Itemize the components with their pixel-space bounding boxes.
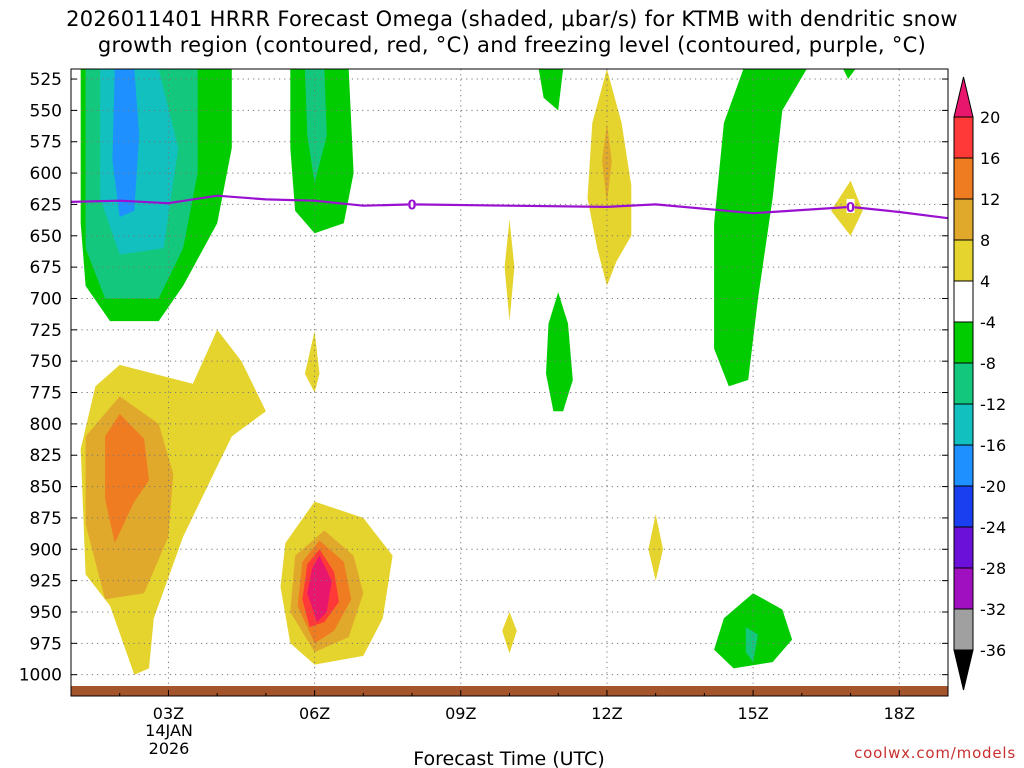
omega-lt-minus8-06z bbox=[304, 69, 327, 184]
omega-gt-4-06z-upper bbox=[304, 331, 320, 393]
y-tick-label-625: 625 bbox=[30, 195, 62, 215]
colorbar-bottom-arrow bbox=[953, 649, 974, 691]
colorbar-swatch-9 bbox=[953, 444, 974, 487]
y-tick-label-975: 975 bbox=[30, 634, 62, 654]
colorbar-swatch-8 bbox=[953, 403, 974, 446]
y-tick-label-550: 550 bbox=[30, 101, 62, 121]
chart-title-line-2: growth region (contoured, red, °C) and f… bbox=[97, 33, 927, 57]
y-tick-label-825: 825 bbox=[30, 446, 62, 466]
colorbar-label--28: -28 bbox=[980, 559, 1006, 578]
watermark: coolwx.com/models bbox=[854, 744, 1016, 762]
omega-shading-layer bbox=[80, 69, 863, 675]
y-tick-label-1000: 1000 bbox=[19, 666, 62, 686]
freezing-label-bg-0 bbox=[408, 196, 417, 211]
y-tick-label-775: 775 bbox=[30, 384, 62, 404]
freezing-level-label-1: 0 bbox=[846, 201, 855, 216]
y-tick-label-725: 725 bbox=[30, 321, 62, 341]
colorbar-label-16: 16 bbox=[980, 149, 1000, 168]
colorbar-label--4: -4 bbox=[980, 313, 996, 332]
colorbar-swatch-1 bbox=[953, 116, 974, 159]
y-tick-label-600: 600 bbox=[30, 164, 62, 184]
colorbar-swatch-10 bbox=[953, 485, 974, 528]
chart-title-line-1: 2026011401 HRRR Forecast Omega (shaded, … bbox=[66, 7, 958, 31]
y-tick-label-925: 925 bbox=[30, 572, 62, 592]
x-axis-label: Forecast Time (UTC) bbox=[413, 748, 604, 768]
date-label-line-1: 14JAN bbox=[145, 721, 193, 740]
colorbar-label--12: -12 bbox=[980, 395, 1006, 414]
y-tick-label-950: 950 bbox=[30, 603, 62, 623]
y-tick-label-750: 750 bbox=[30, 352, 62, 372]
y-axis: 525 550 575 600 625 650 675 700 725 750 775 800 825 8… bbox=[19, 70, 948, 686]
colorbar-label--36: -36 bbox=[980, 641, 1006, 660]
y-tick-label-900: 900 bbox=[30, 540, 62, 560]
colorbar-swatch-6 bbox=[953, 321, 974, 364]
omega-gt-12-lower-left bbox=[105, 413, 149, 543]
x-tick-label-18Z: 18Z bbox=[884, 704, 915, 723]
colorbar-swatch-13 bbox=[953, 608, 974, 651]
y-tick-label-800: 800 bbox=[30, 415, 62, 435]
omega-gt-4-10z-low bbox=[502, 612, 517, 654]
omega-lt-minus4-11z bbox=[538, 69, 564, 111]
colorbar-swatch-4 bbox=[953, 239, 974, 282]
colorbar-label--32: -32 bbox=[980, 600, 1006, 619]
grid-layer bbox=[71, 69, 948, 696]
colorbar-label--20: -20 bbox=[980, 477, 1006, 496]
colorbar-swatch-12 bbox=[953, 567, 974, 610]
colorbar-label--24: -24 bbox=[980, 518, 1006, 537]
omega-gt-20-06z bbox=[307, 555, 332, 622]
colorbar-legend: 20 16 12 8 4 -4 -8 -12 -16 -20 -24 -28 -32 -36 bbox=[953, 76, 1006, 691]
terrain-strip bbox=[71, 686, 948, 696]
y-tick-label-525: 525 bbox=[30, 70, 62, 90]
y-tick-label-850: 850 bbox=[30, 478, 62, 498]
omega-gt-4-13z bbox=[648, 514, 663, 581]
colorbar-swatch-3 bbox=[953, 198, 974, 241]
y-tick-label-875: 875 bbox=[30, 509, 62, 529]
freezing-label-bg-1 bbox=[846, 198, 855, 213]
colorbar-label-12: 12 bbox=[980, 190, 1000, 209]
colorbar-top-arrow bbox=[953, 76, 974, 118]
omega-lt-minus4-14z bbox=[714, 69, 807, 387]
colorbar-swatch-2 bbox=[953, 157, 974, 200]
freezing-level-label-0: 0 bbox=[408, 198, 417, 213]
y-tick-label-700: 700 bbox=[30, 289, 62, 309]
colorbar-label--16: -16 bbox=[980, 436, 1006, 455]
omega-gt-4-10z bbox=[504, 219, 515, 322]
omega-lt-minus16-upper-left bbox=[112, 69, 140, 217]
colorbar-swatch-5 bbox=[953, 280, 974, 323]
omega-lt-minus4-mid bbox=[546, 292, 573, 412]
x-tick-label-09Z: 09Z bbox=[445, 704, 476, 723]
colorbar-swatch-11 bbox=[953, 526, 974, 569]
colorbar-swatch-7 bbox=[953, 362, 974, 405]
x-tick-label-03Z: 03Z bbox=[153, 704, 184, 723]
y-tick-label-675: 675 bbox=[30, 258, 62, 278]
y-tick-label-650: 650 bbox=[30, 227, 62, 247]
omega-lt-minus4-17z-top bbox=[843, 69, 856, 79]
chart-title: 2026011401 HRRR Forecast Omega (shaded, … bbox=[0, 6, 1024, 58]
colorbar-label-4: 4 bbox=[980, 272, 990, 291]
x-axis: 03Z 06Z 09Z 12Z 15Z 18Z bbox=[119, 690, 915, 723]
colorbar-label--8: -8 bbox=[980, 354, 996, 373]
x-tick-label-15Z: 15Z bbox=[737, 704, 768, 723]
y-tick-label-575: 575 bbox=[30, 133, 62, 153]
x-tick-label-06Z: 06Z bbox=[299, 704, 330, 723]
colorbar-label-8: 8 bbox=[980, 231, 990, 250]
date-label-line-2: 2026 bbox=[149, 739, 190, 758]
colorbar-label-20: 20 bbox=[980, 108, 1000, 127]
omega-lt-minus8-15z-low bbox=[745, 627, 758, 663]
x-tick-label-12Z: 12Z bbox=[591, 704, 622, 723]
